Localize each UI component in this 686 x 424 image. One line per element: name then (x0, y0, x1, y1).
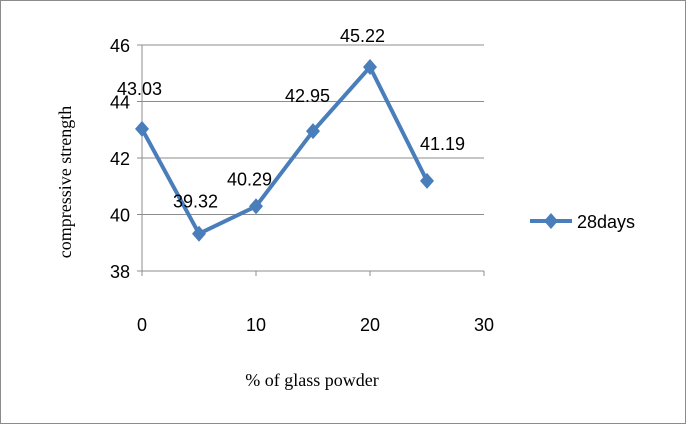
series-28days (135, 59, 434, 242)
data-point (363, 59, 377, 76)
x-tick-label: 30 (474, 315, 494, 335)
y-tick-labels: 38 40 42 44 46 (110, 36, 130, 282)
data-label: 39.32 (173, 192, 218, 212)
y-tick-label: 42 (110, 149, 130, 169)
x-tick-label: 0 (137, 315, 147, 335)
y-tick-label: 40 (110, 206, 130, 226)
legend-label: 28days (577, 212, 635, 232)
data-label: 42.95 (285, 86, 330, 106)
y-tick-label: 44 (110, 93, 130, 113)
data-label: 41.19 (420, 134, 465, 154)
legend-marker (544, 213, 558, 229)
legend: 28days (530, 212, 635, 232)
data-point (420, 172, 434, 189)
data-point (192, 225, 206, 242)
gridlines (142, 44, 484, 215)
y-axis-title: compressive strength (55, 106, 75, 258)
data-label: 40.29 (227, 169, 272, 189)
x-tick-labels: 0 10 20 30 (137, 315, 494, 335)
series-line (140, 65, 429, 236)
x-tick-label: 10 (246, 315, 266, 335)
axes (137, 44, 485, 276)
data-point (306, 123, 320, 140)
data-point (249, 198, 263, 215)
y-tick-label: 46 (110, 36, 130, 56)
x-axis-title: % of glass powder (245, 370, 378, 390)
data-point (135, 120, 149, 137)
data-labels: 43.03 39.32 40.29 42.95 45.22 41.19 (117, 26, 465, 212)
y-tick-label: 38 (110, 262, 130, 282)
data-label: 43.03 (117, 79, 162, 99)
data-label: 45.22 (340, 26, 385, 46)
x-tick-label: 20 (360, 315, 380, 335)
